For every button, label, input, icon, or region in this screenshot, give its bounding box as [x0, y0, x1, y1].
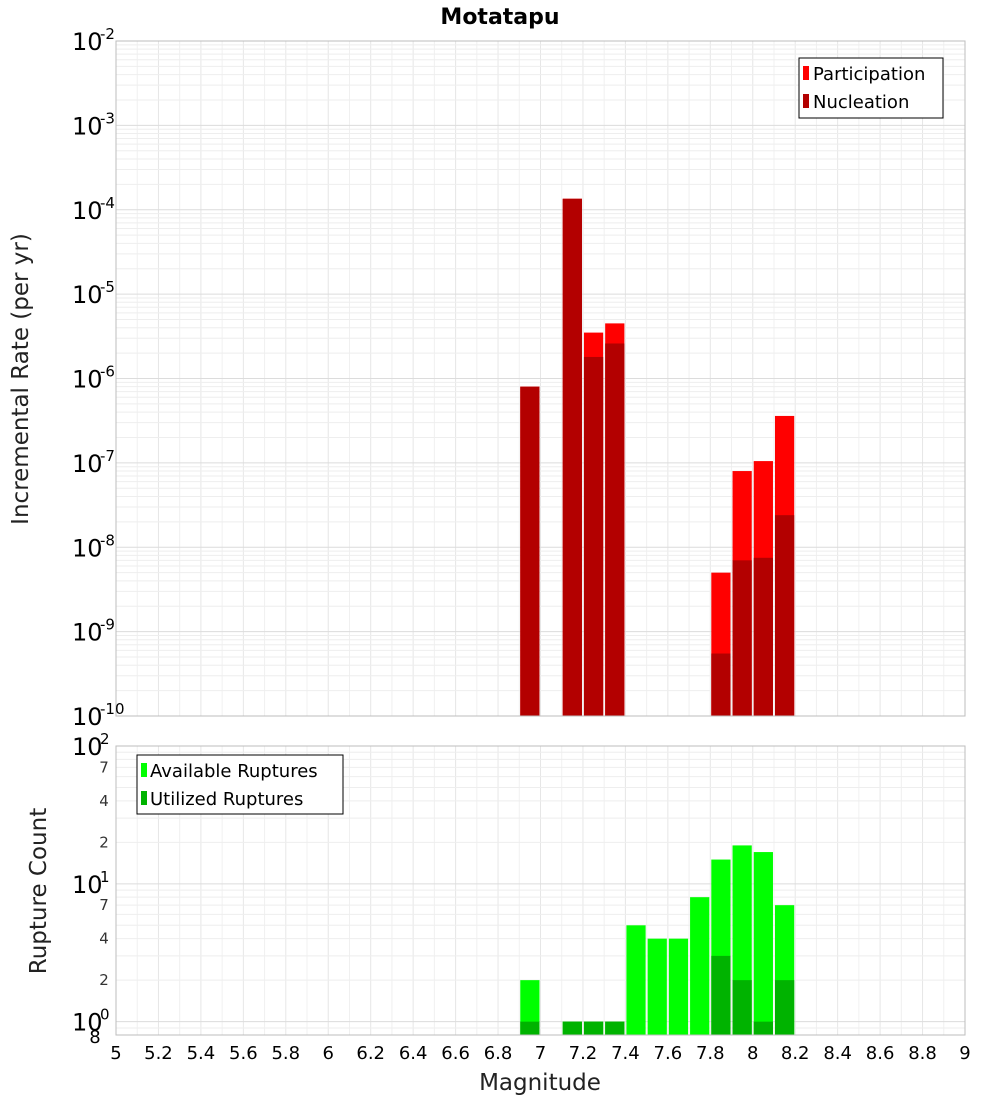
top-grid	[115, 40, 966, 717]
y-tick-exponent: -7	[100, 447, 115, 465]
bar-nucleation	[774, 515, 795, 716]
bar-nucleation	[520, 386, 540, 716]
bar-utilized-ruptures	[732, 980, 752, 1035]
x-axis-title: Magnitude	[479, 1070, 601, 1096]
y-minor-tick-label: 7	[99, 896, 109, 914]
legend-label-participation: Participation	[813, 64, 925, 85]
x-tick-label: 7.6	[654, 1043, 683, 1064]
bar-nucleation	[583, 356, 604, 716]
x-ticks: 5 5.2 5.4 5.6 5.8 6 6.2 6.4 6.6 6.8 7 7.2 7.4 7.6 7.8 8…	[110, 1043, 970, 1064]
y-tick-label: 10	[72, 1009, 103, 1037]
bar-available-ruptures	[626, 925, 646, 1035]
bottom-plot-frame	[115, 745, 966, 1036]
bar-available-ruptures	[690, 897, 710, 1035]
top-y-ticks: 10-210-310-410-510-610-710-810-910-10	[72, 25, 125, 731]
bar-utilized-ruptures	[520, 1021, 540, 1035]
y-minor-tick-label: 2	[99, 833, 109, 851]
y-minor-tick-label: 4	[99, 930, 109, 948]
y-tick-exponent: -8	[100, 531, 115, 549]
y-minor-tick-label: 2	[99, 971, 109, 989]
y-minor-tick-label: 4	[99, 792, 109, 810]
top-legend-box	[798, 57, 944, 119]
x-tick-label: 7.8	[696, 1043, 725, 1064]
y-tick-label: 10	[72, 733, 103, 761]
x-tick-label: 8	[747, 1043, 758, 1064]
y-tick-exponent: -2	[100, 25, 115, 43]
bar-utilized-ruptures	[583, 1021, 604, 1035]
bar-nucleation	[605, 343, 625, 716]
bar-nucleation	[562, 198, 582, 717]
bottom-legend: Available Ruptures Utilized Ruptures	[136, 754, 344, 815]
x-tick-label: 6	[323, 1043, 334, 1064]
y-tick-exponent: -9	[100, 616, 115, 634]
bottom-y-axis-title: Rupture Count	[26, 808, 52, 974]
x-tick-label: 6.8	[484, 1043, 513, 1064]
bar-available-ruptures	[668, 938, 689, 1035]
y-tick-exponent: 2	[100, 730, 110, 748]
bar-available-ruptures	[520, 980, 540, 1035]
x-tick-label: 8.6	[866, 1043, 895, 1064]
y-tick-label: 10	[72, 112, 103, 140]
x-tick-label: 5.4	[187, 1043, 216, 1064]
bar-nucleation	[732, 560, 752, 716]
bar-utilized-ruptures	[774, 980, 795, 1035]
x-tick-label: 5	[110, 1043, 121, 1064]
bar-utilized-ruptures	[605, 1021, 625, 1035]
y-tick-exponent: -3	[100, 109, 115, 127]
x-tick-label: 5.2	[144, 1043, 173, 1064]
y-minor-tick-label: 8	[89, 1027, 100, 1048]
legend-swatch-nucleation	[803, 94, 809, 108]
legend-swatch-available-ruptures	[141, 763, 147, 777]
y-tick-label: 10	[72, 619, 103, 647]
x-tick-label: 8.4	[823, 1043, 852, 1064]
legend-label-available-ruptures: Available Ruptures	[150, 761, 318, 782]
y-tick-label: 10	[72, 534, 103, 562]
x-tick-label: 6.6	[441, 1043, 470, 1064]
chart-title: Motatapu	[440, 5, 559, 30]
bar-utilized-ruptures	[753, 1021, 773, 1035]
legend-label-utilized-ruptures: Utilized Ruptures	[150, 789, 303, 810]
y-minor-tick-label: 7	[99, 758, 109, 776]
y-tick-label: 10	[72, 703, 103, 731]
bar-available-ruptures	[753, 852, 773, 1035]
bottom-legend-box	[136, 754, 344, 815]
y-tick-label: 10	[72, 281, 103, 309]
y-tick-exponent: -10	[100, 700, 125, 718]
x-tick-label: 9	[959, 1043, 970, 1064]
x-tick-label: 6.2	[356, 1043, 385, 1064]
top-y-axis-title: Incremental Rate (per yr)	[8, 233, 34, 525]
bar-utilized-ruptures	[562, 1021, 582, 1035]
y-tick-exponent: -6	[100, 363, 115, 381]
x-tick-label: 7.4	[611, 1043, 640, 1064]
x-tick-label: 5.6	[229, 1043, 258, 1064]
legend-label-nucleation: Nucleation	[813, 92, 909, 113]
x-tick-label: 8.8	[908, 1043, 937, 1064]
y-tick-label: 10	[72, 450, 103, 478]
y-tick-exponent: -4	[100, 194, 115, 212]
bar-utilized-ruptures	[711, 955, 731, 1035]
y-tick-label: 10	[72, 871, 103, 899]
legend-swatch-utilized-ruptures	[141, 791, 147, 805]
x-tick-label: 7	[535, 1043, 546, 1064]
y-tick-exponent: 0	[100, 1006, 110, 1024]
x-tick-label: 8.2	[781, 1043, 810, 1064]
legend-swatch-participation	[803, 66, 809, 80]
x-tick-label: 5.8	[271, 1043, 300, 1064]
y-tick-exponent: -5	[100, 278, 115, 296]
x-tick-label: 6.4	[399, 1043, 428, 1064]
bar-nucleation	[753, 557, 773, 716]
bar-available-ruptures	[647, 938, 667, 1035]
y-tick-label: 10	[72, 28, 103, 56]
y-tick-label: 10	[72, 366, 103, 394]
y-tick-exponent: 1	[100, 868, 110, 886]
y-tick-label: 10	[72, 197, 103, 225]
top-bars	[520, 198, 795, 717]
bottom-bars	[520, 845, 795, 1035]
top-legend: Participation Nucleation	[798, 57, 944, 119]
bar-nucleation	[711, 653, 731, 716]
top-plot-frame	[115, 40, 966, 717]
x-tick-label: 7.2	[569, 1043, 598, 1064]
